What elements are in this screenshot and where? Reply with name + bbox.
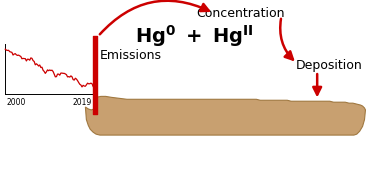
Text: 2000: 2000 <box>6 98 26 107</box>
Text: 2019: 2019 <box>73 98 92 107</box>
Polygon shape <box>85 96 366 135</box>
Text: Emissions: Emissions <box>100 49 162 62</box>
Text: $\mathbf{Hg^0\ +\ Hg^{II}}$: $\mathbf{Hg^0\ +\ Hg^{II}}$ <box>135 23 254 49</box>
Text: Concentration: Concentration <box>197 7 285 20</box>
Text: Deposition: Deposition <box>296 59 363 72</box>
